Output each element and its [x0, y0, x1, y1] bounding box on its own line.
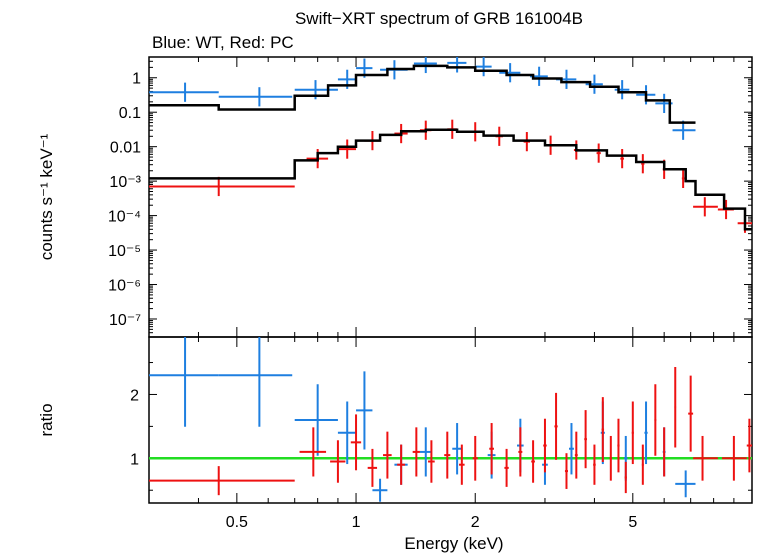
ratio-data-point	[644, 401, 648, 465]
ratio-data-point	[294, 384, 338, 456]
ratio-data-point	[459, 444, 465, 485]
ratio-data-point	[412, 427, 420, 477]
spectrum-data-point	[218, 87, 293, 107]
x-tick-label: 5	[628, 514, 637, 531]
ratio-y-label: ratio	[37, 403, 56, 436]
ratio-data-point	[531, 440, 535, 483]
ratio-data-point	[641, 444, 644, 485]
ratio-data-point	[663, 427, 666, 477]
x-tick-label: 1	[352, 514, 361, 531]
ratio-data-point	[746, 418, 752, 473]
x-tick-label: 2	[471, 514, 480, 531]
ratio-series-pc	[149, 367, 752, 496]
ratio-x-axis: 0.5 1 2 5	[148, 337, 735, 531]
spectrum-data-point	[337, 139, 357, 159]
spectrum-y-axis: 1 0.1 0.01 10⁻³ 10⁻⁴ 10⁻⁵ 10⁻⁶ 10⁻⁷	[108, 56, 752, 338]
ratio-data-point	[397, 444, 406, 485]
ratio-data-point	[504, 448, 509, 487]
spectrum-data-point	[149, 176, 295, 197]
spectrum-y-tick-label: 0.01	[110, 140, 141, 157]
x-tick-label: 0.5	[226, 514, 248, 531]
ratio-data-point	[330, 440, 346, 483]
spectrum-data-point	[475, 57, 492, 77]
ratio-data-point	[489, 423, 494, 475]
spectrum-y-tick-label: 1	[132, 71, 141, 88]
model-line-wt	[149, 64, 696, 124]
ratio-series-wt	[149, 337, 696, 502]
ratio-data-point	[609, 435, 612, 481]
ratio-data-point	[688, 375, 694, 452]
ratio-data-point	[472, 435, 478, 481]
spectrum-data-point	[641, 154, 645, 174]
ratio-data-point	[631, 401, 634, 465]
ratio-data-point	[543, 418, 547, 473]
spectrum-data-point	[585, 74, 603, 94]
ratio-data-point	[299, 427, 327, 477]
spectrum-data-point	[693, 197, 718, 217]
ratio-data-point	[350, 414, 362, 471]
ratio-data-point	[367, 448, 378, 487]
ratio-frame	[148, 336, 753, 504]
ratio-data-point	[149, 337, 219, 427]
ratio-data-point	[372, 478, 388, 502]
ratio-data-point	[218, 337, 293, 427]
ratio-y-tick-label: 1	[130, 451, 139, 468]
chart-title: Swift−XRT spectrum of GRB 161004B	[295, 9, 583, 28]
spectrum-y-tick-label: 10⁻⁶	[108, 278, 141, 295]
spectrum-series-pc	[149, 119, 752, 233]
ratio-data-point	[675, 470, 696, 498]
spectrum-data-point	[499, 63, 521, 83]
spectrum-data-point	[681, 168, 685, 189]
ratio-data-point	[149, 466, 295, 496]
chart-subtitle: Blue: WT, Red: PC	[152, 33, 294, 52]
spectrum-y-tick-label: 10⁻³	[109, 174, 141, 191]
spectrum-data-point	[447, 57, 467, 73]
ratio-data-point	[419, 427, 432, 477]
ratio-data-point	[444, 431, 451, 479]
ratio-data-point	[654, 384, 657, 456]
ratio-y-axis: 12	[130, 362, 752, 491]
spectrum-x-ticks	[148, 57, 735, 337]
spectrum-data-point	[614, 80, 630, 100]
ratio-data-point	[624, 461, 627, 494]
model-line-pc	[149, 128, 752, 231]
ratio-data-point	[383, 431, 392, 479]
ratio-data-point	[554, 392, 558, 460]
ratio-data-point	[574, 431, 578, 479]
ratio-data-point	[337, 401, 357, 465]
spectrum-data-point	[620, 149, 624, 169]
spectrum-plot-area	[149, 57, 752, 233]
ratio-data-point	[452, 423, 462, 475]
ratio-data-point	[693, 435, 718, 481]
spectrum-y-tick-label: 10⁻⁴	[108, 209, 141, 226]
spectrum-frame	[148, 56, 753, 338]
spectrum-data-point	[149, 82, 219, 102]
spectrum-y-tick-label: 0.1	[119, 105, 141, 122]
spectrum-data-point	[596, 143, 601, 163]
ratio-data-point	[722, 435, 747, 481]
ratio-data-point	[428, 440, 435, 483]
ratio-panel: 12 0.5 1 2 5 ratio	[37, 336, 753, 531]
ratio-data-point	[584, 410, 587, 469]
ratio-data-point	[617, 418, 620, 473]
ratio-data-point	[564, 453, 568, 489]
spectrum-y-tick-label: 10⁻⁵	[108, 243, 141, 260]
spectrum-panel: 1 0.1 0.01 10⁻³ 10⁻⁴ 10⁻⁵ 10⁻⁶ 10⁻⁷ counts s⁻¹ …	[37, 56, 753, 338]
ratio-data-point	[568, 423, 574, 475]
ratio-data-point	[593, 444, 596, 485]
x-axis-label: Energy (keV)	[404, 534, 503, 553]
spectrum-y-label: counts s⁻¹ keV⁻¹	[37, 133, 56, 260]
ratio-plot-area	[149, 337, 752, 502]
ratio-data-point	[518, 427, 523, 477]
ratio-y-tick-label: 2	[130, 387, 139, 404]
ratio-data-point	[601, 397, 605, 462]
spectrum-series-wt	[149, 57, 696, 140]
spectrum-y-tick-label: 10⁻⁷	[109, 312, 141, 329]
ratio-data-point	[356, 371, 373, 450]
ratio-data-point	[674, 367, 677, 448]
